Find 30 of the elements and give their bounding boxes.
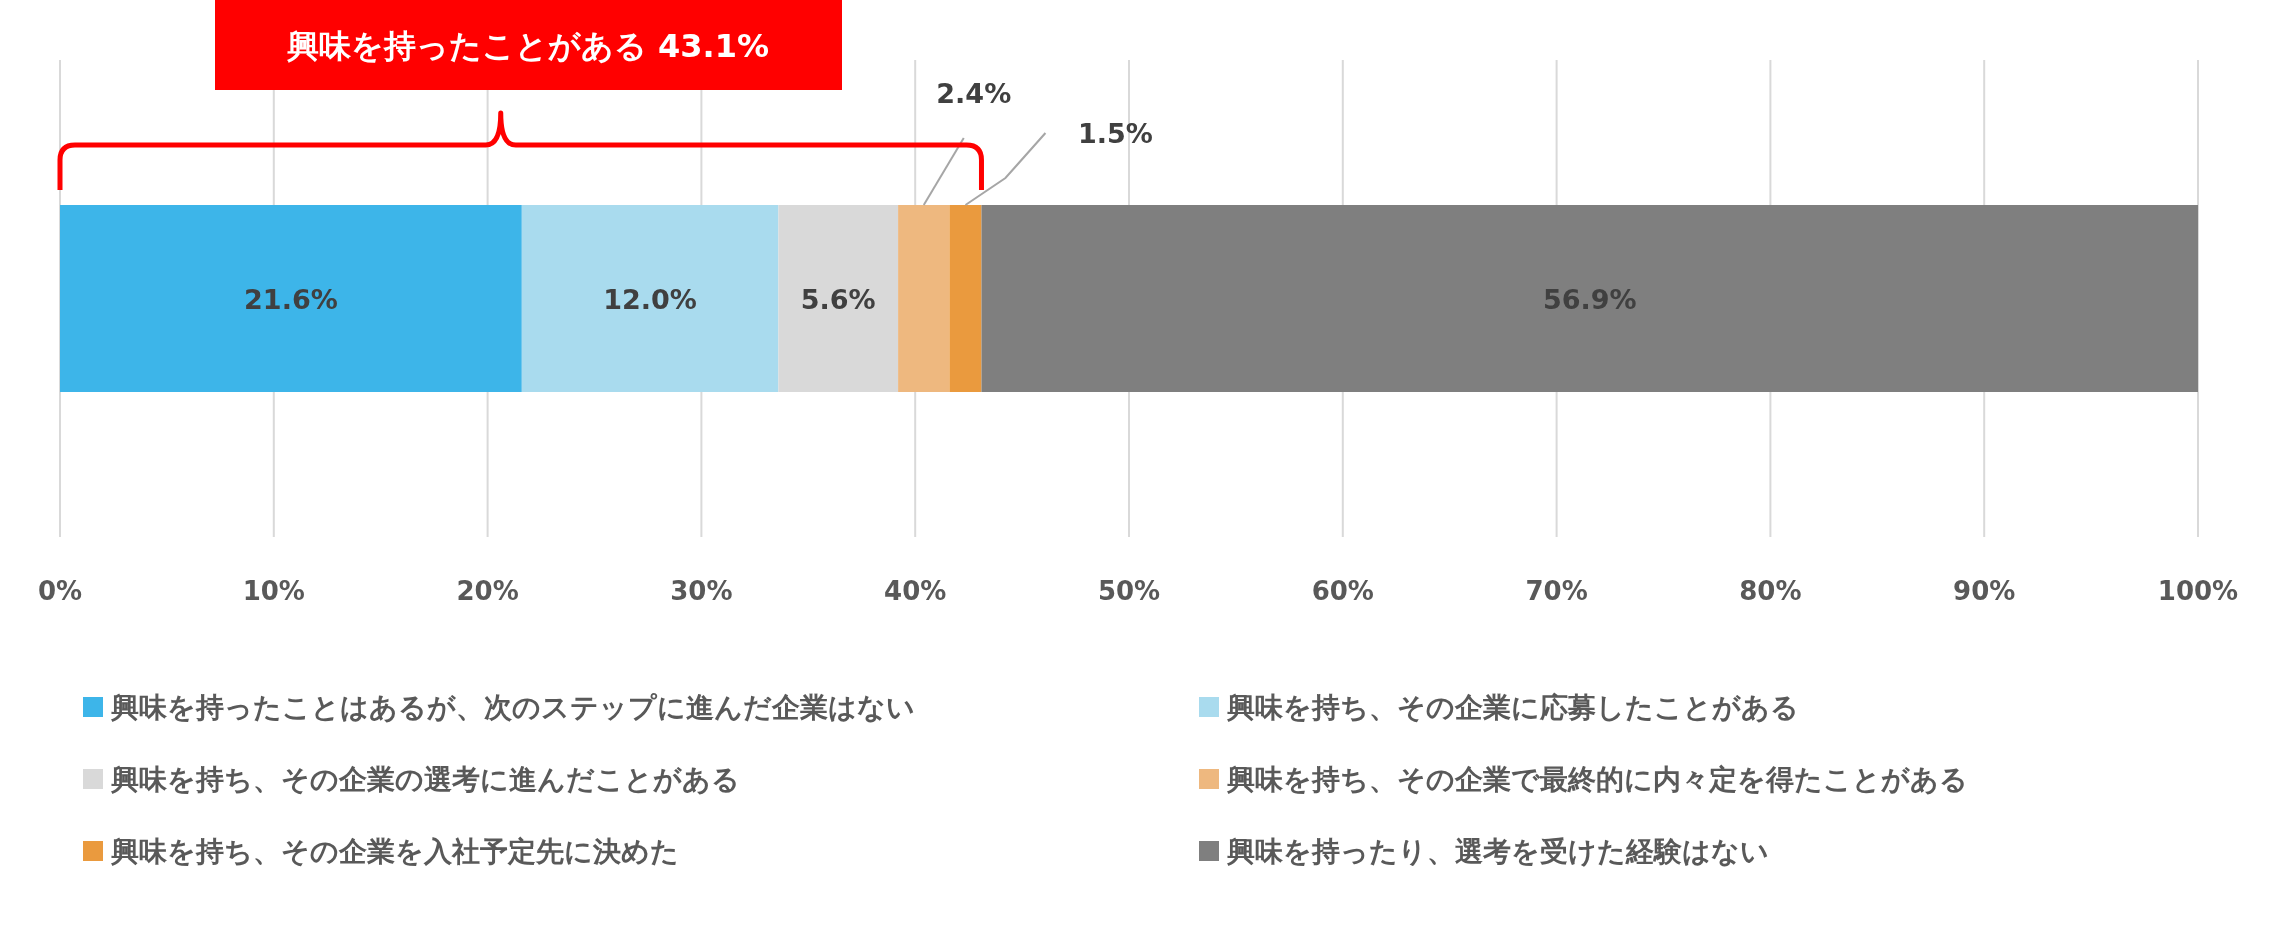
data-label: 21.6% [244, 283, 338, 315]
bar [898, 205, 950, 392]
x-tick-label: 60% [1311, 576, 1374, 606]
x-tick-label: 0% [37, 576, 83, 606]
legend-label: 興味を持ち、その企業で最終的に内々定を得たことがある [1226, 763, 1968, 796]
legend-label: 興味を持ち、その企業の選考に進んだことがある [110, 763, 740, 796]
x-tick-label: 100% [2157, 576, 2239, 606]
legend-label: 興味を持ったことはあるが、次のステップに進んだ企業はない [110, 691, 915, 724]
x-tick-label: 90% [1953, 576, 2016, 606]
x-tick-label: 40% [884, 576, 947, 606]
data-label: 12.0% [603, 283, 697, 315]
bar [778, 205, 899, 392]
bar [521, 205, 779, 392]
legend-label: 興味を持ったり、選考を受けた経験はない [1226, 835, 1769, 868]
x-tick-label: 10% [242, 576, 305, 606]
legend-label: 興味を持ち、その企業に応募したことがある [1226, 691, 1799, 724]
x-tick-label: 50% [1097, 576, 1161, 606]
legend-label: 興味を持ち、その企業を入社予定先に決めた [110, 835, 679, 868]
x-tick-label: 20% [456, 576, 519, 606]
x-tick-label: 80% [1739, 576, 1802, 606]
data-label: 56.9% [1542, 283, 1637, 315]
bar [949, 205, 982, 392]
x-tick-label: 30% [670, 576, 733, 606]
data-label: 1.5% [1078, 118, 1153, 149]
bar [60, 205, 522, 392]
data-label: 2.4% [936, 78, 1012, 109]
data-label: 5.6% [800, 283, 876, 315]
x-tick-label: 70% [1525, 576, 1588, 606]
text: 興味を持ったことがある 43.1% [285, 27, 770, 65]
bar [981, 205, 2198, 392]
